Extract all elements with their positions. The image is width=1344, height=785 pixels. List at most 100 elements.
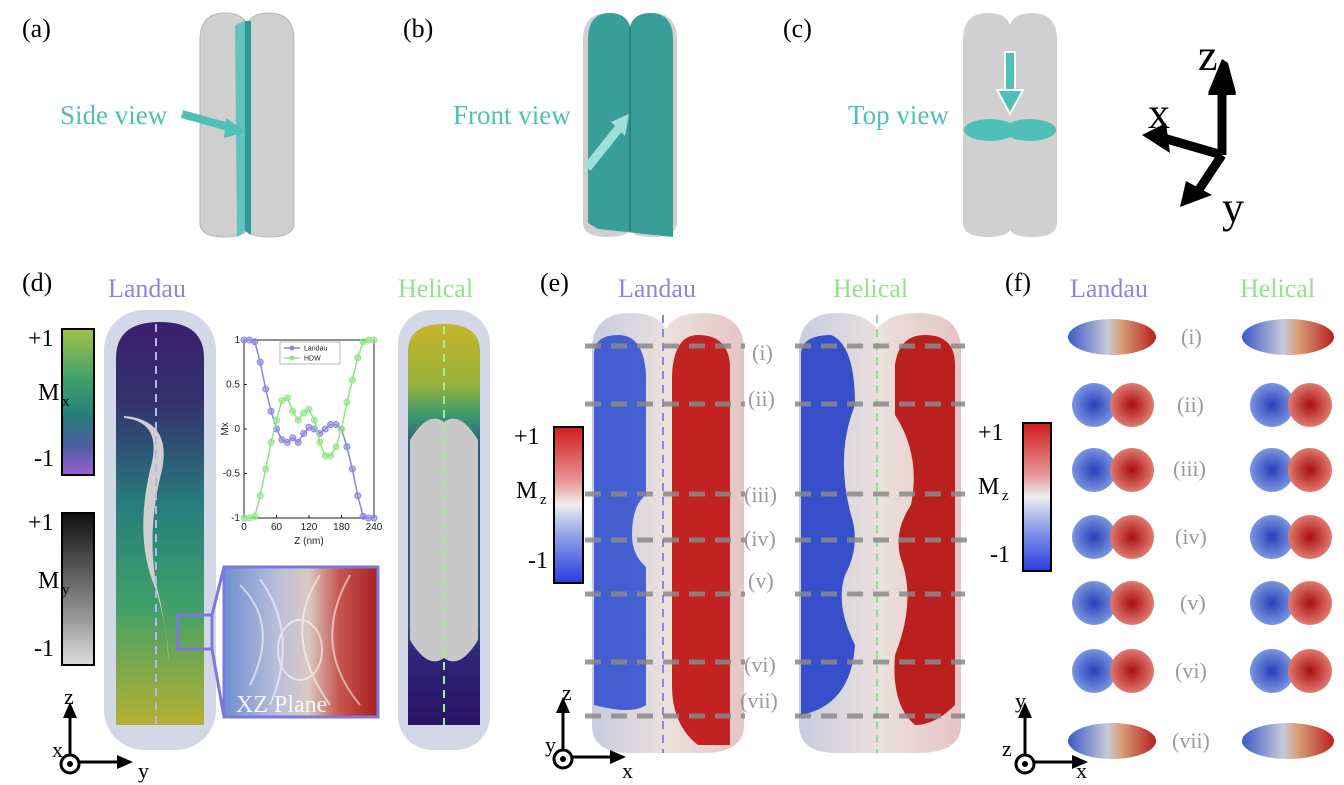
e-roman-3: (iii): [744, 482, 777, 507]
d-axis-z: z: [64, 684, 74, 709]
data-point-hdw: [370, 336, 378, 344]
f-axis-x: x: [1076, 758, 1087, 783]
my-top: +1: [28, 510, 54, 536]
panel-d-landau-rod: [104, 310, 216, 750]
data-point-landau: [300, 429, 308, 437]
data-point-hdw: [348, 376, 356, 384]
data-point-landau: [321, 425, 329, 433]
e-roman-2: (ii): [748, 386, 775, 411]
front-view-label: Front view: [453, 100, 571, 130]
data-point-hdw: [343, 398, 351, 406]
panel-e-helical-rod: [799, 313, 961, 753]
y-tick-label: 1: [234, 335, 240, 346]
legend-label-landau: Landau: [304, 346, 327, 353]
panel-d-helical-title: Helical: [398, 274, 474, 303]
mz-f-top: +1: [978, 420, 1004, 446]
data-point-hdw: [289, 407, 297, 415]
data-point-landau: [262, 385, 270, 393]
data-point-hdw: [327, 452, 335, 460]
mz-f-bottom: -1: [990, 542, 1010, 568]
x-axis-label: Z (nm): [294, 536, 323, 547]
mx-line-chart: 0 60 120 180 240 1 0.5 0 -0.5 -1 Z (nm) Mx Landau HDW: [220, 335, 383, 547]
my-bottom: -1: [34, 636, 54, 662]
panel-f-helical-title: Helical: [1240, 274, 1316, 303]
legend-marker-landau: [289, 345, 295, 351]
mz-f-sub: z: [1002, 488, 1009, 504]
panel-d-helical-rod: [398, 310, 490, 750]
data-point-hdw: [338, 425, 345, 433]
e-axis-y: y: [545, 732, 556, 757]
mx-colorbar: [61, 328, 95, 476]
data-point-landau: [343, 443, 351, 451]
data-point-hdw: [251, 512, 259, 520]
data-point-landau: [278, 436, 286, 444]
panel-e-helical-title: Helical: [833, 274, 909, 303]
mx-bottom: -1: [34, 446, 54, 472]
top-view-label: Top view: [848, 100, 949, 130]
data-point-landau: [283, 438, 291, 446]
mz-e-top: +1: [514, 424, 540, 450]
big-axis-z: z: [1198, 31, 1218, 80]
e-roman-7: (vii): [740, 688, 778, 713]
my-sub: y: [62, 582, 70, 598]
x-tick-label: 0: [241, 522, 247, 533]
y-axis-label: Mx: [220, 422, 231, 435]
xz-plane-label: XZ Plane: [236, 692, 328, 718]
data-point-landau: [332, 421, 340, 429]
data-point-hdw: [300, 409, 308, 417]
data-point-hdw: [354, 354, 362, 362]
d-axis-y: y: [138, 758, 149, 783]
data-point-hdw: [278, 397, 286, 405]
data-point-hdw: [256, 492, 264, 500]
panel-e-letter: (e): [540, 268, 569, 297]
x-tick-label: 120: [301, 522, 318, 533]
xz-plane-inset: [176, 565, 380, 719]
x-tick-label: 240: [366, 522, 383, 533]
data-point-hdw: [305, 405, 313, 413]
f-roman-1: (i): [1181, 324, 1202, 349]
f-roman-7: (vii): [1172, 728, 1210, 753]
e-roman-4: (iv): [744, 526, 776, 551]
mz-e-label: M: [516, 478, 538, 504]
data-point-hdw: [294, 416, 302, 424]
f-roman-3: (iii): [1173, 456, 1206, 481]
f-roman-4: (iv): [1175, 524, 1207, 549]
panel-e-axes: [552, 697, 626, 770]
mz-e-sub: z: [540, 492, 547, 508]
data-point-landau: [251, 338, 259, 346]
f-axis-y: y: [1015, 688, 1026, 713]
panel-b-letter: (b): [403, 14, 434, 43]
panel-f-landau-title: Landau: [1070, 274, 1148, 303]
data-point-landau: [256, 358, 264, 366]
panel-b-rod: [583, 13, 677, 237]
legend-box: [279, 341, 341, 365]
data-point-landau: [348, 465, 356, 473]
y-tick-label: 0: [234, 424, 240, 435]
f-roman-5: (v): [1180, 590, 1206, 615]
panel-d-axes: [59, 702, 133, 775]
mz-f-label: M: [978, 474, 1000, 500]
side-view-arrow: [180, 110, 246, 138]
y-tick-label: 0.5: [226, 380, 240, 391]
e-roman-6: (vi): [744, 652, 776, 677]
data-point-landau: [267, 407, 275, 415]
panel-d-letter: (d): [22, 268, 53, 297]
data-point-hdw: [332, 443, 340, 451]
panel-e-landau-title: Landau: [618, 274, 696, 303]
front-view-arrow: [583, 114, 629, 171]
panel-f-cross-sections: [1068, 319, 1334, 759]
mz-e-bottom: -1: [528, 548, 548, 574]
big-axes: [1142, 59, 1236, 207]
my-colorbar: [61, 512, 95, 666]
y-tick-label: -1: [231, 513, 240, 524]
panel-e-slice-lines: [585, 343, 970, 719]
legend-label-hdw: HDW: [304, 356, 321, 363]
panel-f-letter: (f): [1005, 268, 1031, 297]
legend-marker-hdw: [289, 355, 295, 361]
e-axis-z: z: [562, 680, 572, 705]
panel-f-axes: [1014, 702, 1088, 775]
data-point-landau: [354, 492, 362, 500]
top-view-arrow: [995, 51, 1025, 117]
data-point-hdw: [267, 438, 275, 446]
data-point-hdw: [316, 438, 324, 446]
